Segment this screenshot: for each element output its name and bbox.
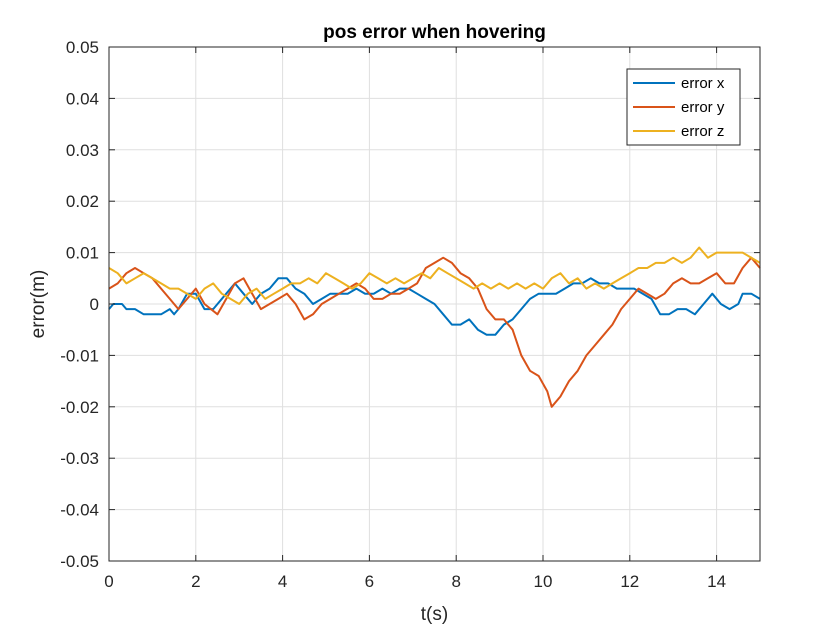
y-tick-label: -0.01 — [60, 346, 99, 365]
x-tick-label: 14 — [707, 572, 726, 591]
x-tick-label: 6 — [365, 572, 374, 591]
series-layer — [108, 246, 761, 408]
y-axis-label: error(m) — [28, 270, 49, 339]
series-line-1 — [108, 277, 761, 336]
y-tick-label: -0.04 — [60, 501, 99, 520]
x-tick-label: 8 — [451, 572, 460, 591]
series-line-2 — [108, 256, 761, 408]
y-tick-label: 0.04 — [66, 89, 99, 108]
y-tick-label: -0.02 — [60, 398, 99, 417]
y-tick-label: 0.05 — [66, 38, 99, 57]
y-tick-label: 0.01 — [66, 244, 99, 263]
legend-label-3: error z — [681, 123, 724, 140]
x-tick-label: 10 — [534, 572, 553, 591]
chart-title: pos error when hovering — [323, 22, 546, 43]
legend-label-2: error y — [681, 99, 725, 116]
x-tick-label: 4 — [278, 572, 287, 591]
y-tick-label: 0 — [90, 295, 99, 314]
ticks: 0 2 4 6 8 10 12 14 -0.05 -0.04 -0.03 -0.02 -0.01 0 0.0… — [60, 38, 760, 591]
legend-label-1: error x — [681, 75, 725, 92]
x-axis-label: t(s) — [421, 604, 448, 625]
series-line-3 — [108, 246, 761, 305]
y-tick-label: 0.02 — [66, 192, 99, 211]
y-tick-label: -0.05 — [60, 552, 99, 571]
y-tick-label: 0.03 — [66, 141, 99, 160]
legend: error x error y error z — [626, 68, 741, 146]
x-tick-label: 0 — [104, 572, 113, 591]
x-tick-label: 12 — [620, 572, 639, 591]
y-tick-label: -0.03 — [60, 449, 99, 468]
x-tick-label: 2 — [191, 572, 200, 591]
